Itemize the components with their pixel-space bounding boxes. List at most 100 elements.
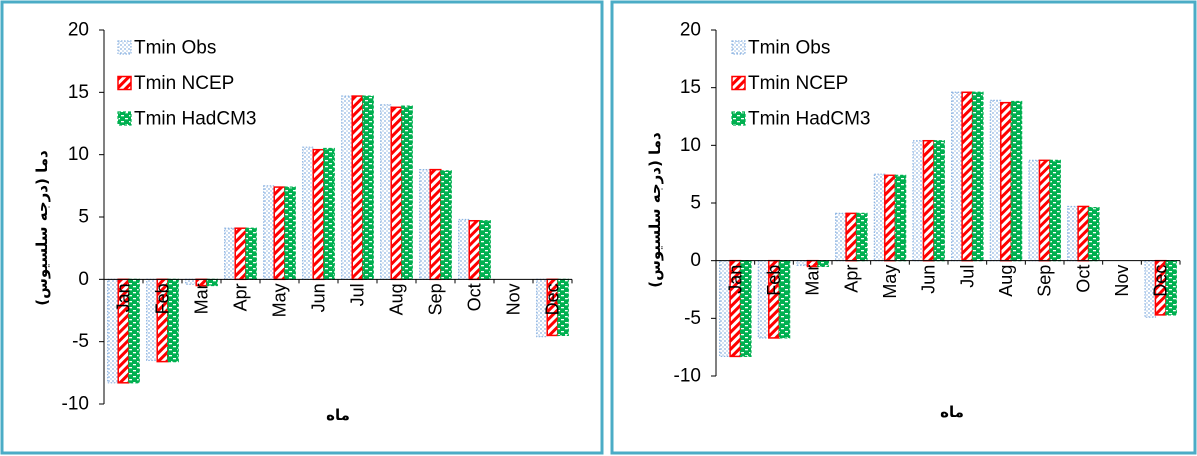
- bar-tmin-hadcm3-jun: [323, 147, 335, 280]
- legend-label-tmin-obs: Tmin Obs: [134, 38, 216, 59]
- bar-tmin-ncep-oct: [468, 219, 481, 281]
- bar-tmin-ncep-jun: [312, 148, 325, 281]
- bar-tmin-hadcm3-may: [894, 174, 907, 262]
- y-tick-label: -10: [674, 366, 701, 387]
- x-tick-label-feb: Feb: [764, 265, 784, 296]
- bar-tmin-obs-jul: [341, 95, 353, 280]
- x-tick-label-jul: Jul: [957, 265, 977, 288]
- legend-item-tmin-hadcm3: Tmin HadCM3: [117, 109, 256, 130]
- bar-tmin-ncep-apr: [234, 227, 247, 281]
- x-tick-label-nov: Nov: [1112, 265, 1132, 297]
- legend-swatch-tmin-obs: [731, 40, 746, 55]
- x-tick-label-mar: Mar: [192, 283, 212, 314]
- legend: Tmin Obs Tmin NCEP Tmin HadCM3: [731, 38, 870, 130]
- bar-tmin-obs-aug: [380, 104, 392, 280]
- x-tick-label-nov: Nov: [504, 283, 524, 315]
- bars: [719, 91, 1177, 358]
- x-tick-label-oct: Oct: [1073, 265, 1093, 293]
- legend-item-tmin-ncep: Tmin NCEP: [731, 73, 848, 94]
- bar-tmin-obs-oct: [1067, 205, 1079, 262]
- bar-tmin-obs-sep: [419, 169, 431, 280]
- y-tick-label: -5: [684, 308, 701, 329]
- x-axis-title: ماه: [326, 406, 350, 424]
- y-tick-label: 5: [78, 207, 89, 228]
- legend-swatch-tmin-hadcm3: [117, 111, 132, 126]
- bar-tmin-obs-aug: [989, 99, 1002, 262]
- legend-label-tmin-hadcm3: Tmin HadCM3: [134, 109, 256, 130]
- bar-tmin-obs-dec: [1144, 260, 1157, 318]
- legend-label-tmin-hadcm3: Tmin HadCM3: [748, 109, 870, 130]
- x-tick-label-apr: Apr: [841, 265, 861, 293]
- bar-tmin-ncep-aug: [1000, 101, 1012, 262]
- legend-label-tmin-obs: Tmin Obs: [748, 38, 830, 59]
- bar-tmin-ncep-aug: [390, 106, 403, 281]
- x-axis-title: ماه: [940, 403, 964, 421]
- x-tick-label-jan: Jan: [114, 283, 134, 312]
- bar-tmin-ncep-may: [273, 186, 286, 281]
- bar-tmin-hadcm3-aug: [1010, 100, 1023, 262]
- y-tick-label: 15: [68, 82, 89, 103]
- y-axis-title: دما (درجه سلسیوس): [33, 150, 51, 306]
- x-tick-label-dec: Dec: [1151, 265, 1171, 297]
- bar-tmin-hadcm3-aug: [401, 105, 413, 280]
- bar-tmin-ncep-apr: [845, 212, 858, 262]
- y-tick-label: 20: [680, 20, 701, 41]
- x-tick-label-jun: Jun: [309, 283, 329, 312]
- x-tick-label-jul: Jul: [348, 283, 368, 306]
- bar-tmin-obs-may: [873, 173, 886, 262]
- bar-tmin-ncep-oct: [1077, 205, 1090, 262]
- x-tick-label-oct: Oct: [465, 283, 485, 311]
- x-tick-label-mar: Mar: [803, 265, 823, 296]
- y-tick-label: -5: [72, 331, 89, 352]
- bar-tmin-ncep-jul: [961, 91, 974, 262]
- legend-item-tmin-obs: Tmin Obs: [731, 38, 830, 59]
- legend-swatch-tmin-hadcm3: [731, 111, 746, 126]
- legend-item-tmin-hadcm3: Tmin HadCM3: [731, 109, 870, 130]
- bar-tmin-hadcm3-apr: [855, 212, 868, 262]
- legend-swatch-tmin-ncep: [731, 75, 746, 91]
- bar-tmin-hadcm3-sep: [1049, 159, 1061, 262]
- bar-tmin-obs-apr: [835, 212, 847, 262]
- y-tick-label: 0: [78, 269, 89, 290]
- y-tick-label: 5: [690, 193, 701, 214]
- x-tick-label-aug: Aug: [996, 265, 1016, 297]
- legend-item-tmin-ncep: Tmin NCEP: [117, 73, 234, 94]
- bar-tmin-hadcm3-apr: [245, 227, 257, 280]
- bar-tmin-obs-jun: [302, 146, 314, 280]
- bar-tmin-hadcm3-jul: [362, 95, 374, 280]
- bar-tmin-ncep-sep: [1038, 159, 1051, 262]
- x-tick-label-may: May: [880, 265, 900, 299]
- y-tick-label: -10: [62, 394, 89, 415]
- bar-tmin-hadcm3-jun: [933, 140, 945, 262]
- y-axis-title: دما (درجه سلسیوس): [646, 132, 664, 288]
- bar-tmin-ncep-sep: [429, 168, 442, 281]
- bar-tmin-ncep-jul: [351, 95, 364, 281]
- bar-tmin-ncep-jun: [922, 139, 935, 262]
- legend-swatch-tmin-ncep: [117, 75, 132, 91]
- x-tick-label-sep: Sep: [1035, 265, 1055, 297]
- bar-tmin-ncep-may: [884, 174, 896, 262]
- legend-label-tmin-ncep: Tmin NCEP: [748, 73, 848, 94]
- x-tick-label-dec: Dec: [543, 283, 563, 315]
- bar-tmin-obs-jun: [912, 140, 925, 262]
- x-tick-label-jan: Jan: [725, 265, 745, 294]
- y-tick-label: 0: [690, 250, 701, 271]
- bar-tmin-obs-mar: [796, 260, 809, 266]
- bar-tmin-obs-may: [263, 185, 275, 280]
- bar-tmin-hadcm3-sep: [440, 170, 452, 280]
- bar-tmin-obs-oct: [458, 218, 470, 280]
- legend-label-tmin-ncep: Tmin NCEP: [134, 73, 234, 94]
- y-tick-label: 10: [68, 144, 89, 165]
- legend: Tmin Obs Tmin NCEP Tmin HadCM3: [117, 38, 256, 130]
- legend-swatch-tmin-obs: [117, 40, 132, 55]
- x-tick-label-feb: Feb: [153, 283, 173, 314]
- x-tick-label-aug: Aug: [387, 283, 407, 315]
- x-tick-label-jun: Jun: [919, 265, 939, 294]
- chart-1: 20 15 10 5 0 -5 -10 Jan Feb Mar Apr May Jun Jul Aug Sep…: [0, 0, 604, 455]
- y-tick-label: 15: [680, 77, 701, 98]
- chart-2: 20 15 10 5 0 -5 -10 Jan Feb Mar Apr May Jun Jul Aug Sep…: [610, 0, 1197, 455]
- bar-tmin-hadcm3-oct: [479, 220, 491, 280]
- x-tick-label-apr: Apr: [231, 283, 251, 311]
